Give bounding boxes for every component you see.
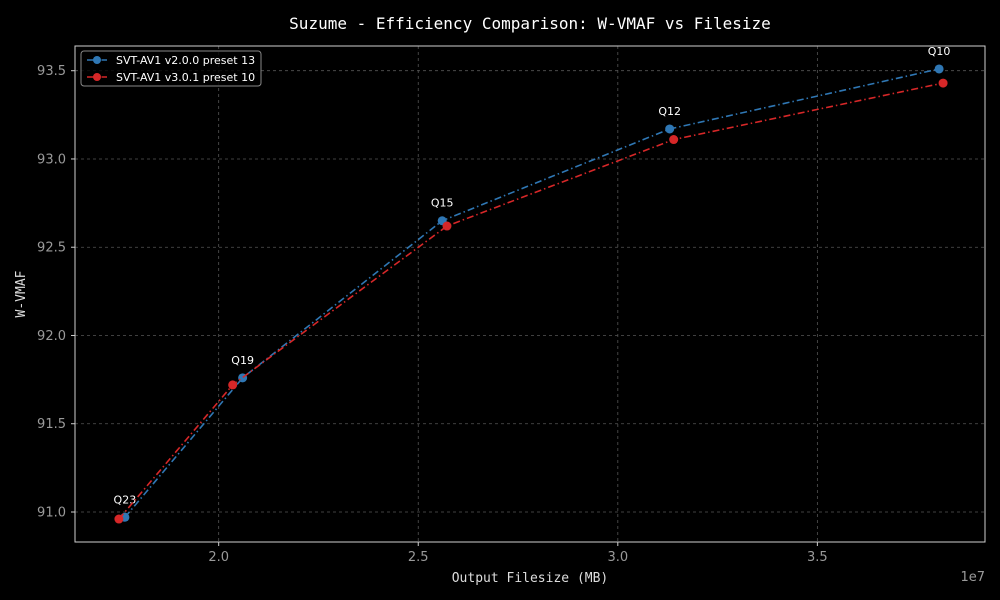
- point-label: Q19: [231, 354, 254, 367]
- y-tick-label: 92.5: [37, 241, 66, 256]
- point-label: Q10: [928, 45, 951, 58]
- series-line-2: [118, 82, 944, 520]
- y-tick-label: 92.0: [37, 329, 66, 344]
- series-2-point: [228, 380, 238, 390]
- legend-entry: SVT-AV1 v2.0.0 preset 13: [116, 54, 255, 67]
- chart-title: Suzume - Efficiency Comparison: W-VMAF v…: [289, 14, 771, 33]
- legend-box: [80, 50, 262, 87]
- point-label: Q15: [431, 197, 454, 210]
- legend: SVT-AV1 v2.0.0 preset 13 SVT-AV1 v3.0.1 p…: [80, 50, 262, 87]
- legend-marker: [93, 73, 101, 81]
- y-tick-label: 91.5: [37, 417, 66, 432]
- legend-entry: SVT-AV1 v3.0.1 preset 10: [116, 71, 255, 84]
- series-2-point: [114, 514, 124, 524]
- x-tick-label: 2.5: [408, 550, 429, 565]
- x-axis-label: Output Filesize (MB): [452, 571, 609, 586]
- plot-frame: [74, 45, 986, 543]
- point-label: Q12: [658, 105, 681, 118]
- ticks: 2.0 2.5 3.0 3.5 91.0 91.5 92.0 92.5 93.0 93.5: [37, 64, 828, 565]
- y-axis-label: W-VMAF: [14, 270, 29, 317]
- y-tick-label: 91.0: [37, 505, 66, 520]
- x-tick-label: 3.0: [607, 550, 628, 565]
- series-2-point: [669, 135, 679, 145]
- series-1-point: [934, 64, 944, 74]
- point-label: Q23: [114, 493, 137, 506]
- series-2-point: [442, 221, 452, 231]
- grid: [75, 46, 985, 542]
- series-layer: Q23 Q19 Q15 Q12 Q10: [114, 45, 951, 524]
- x-tick-label: 3.5: [807, 550, 828, 565]
- y-tick-label: 93.5: [37, 64, 66, 79]
- series-2-point: [938, 78, 948, 88]
- y-tick-label: 93.0: [37, 152, 66, 167]
- x-tick-label: 2.0: [208, 550, 229, 565]
- legend-marker: [93, 56, 101, 64]
- series-1-point: [665, 124, 675, 134]
- x-axis-offset-label: 1e7: [960, 570, 985, 585]
